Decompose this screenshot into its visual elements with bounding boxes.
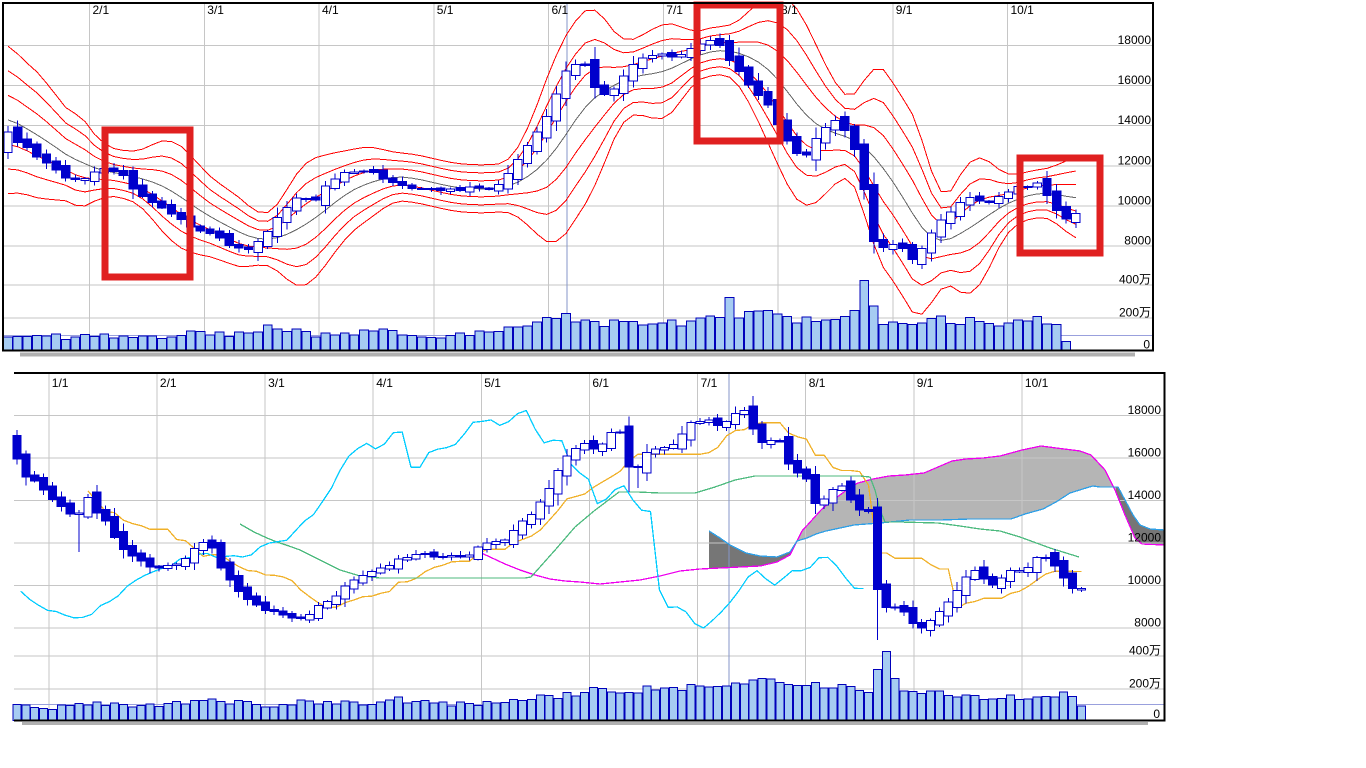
- svg-text:3/1: 3/1: [207, 3, 224, 17]
- svg-text:14000: 14000: [1118, 113, 1152, 127]
- svg-text:7/1: 7/1: [701, 376, 718, 390]
- svg-text:1/1: 1/1: [52, 376, 69, 390]
- svg-text:4/1: 4/1: [322, 3, 339, 17]
- svg-text:2/1: 2/1: [93, 3, 110, 17]
- svg-text:8000: 8000: [1134, 616, 1161, 630]
- svg-text:0: 0: [1153, 707, 1160, 721]
- svg-text:8000: 8000: [1124, 234, 1151, 248]
- svg-text:8/1: 8/1: [809, 376, 826, 390]
- svg-text:10000: 10000: [1128, 573, 1162, 587]
- svg-text:3/1: 3/1: [268, 376, 285, 390]
- svg-text:10/1: 10/1: [1025, 376, 1049, 390]
- svg-text:400万: 400万: [1119, 273, 1151, 287]
- svg-text:7/1: 7/1: [666, 3, 683, 17]
- svg-text:12000: 12000: [1128, 531, 1162, 545]
- svg-text:5/1: 5/1: [484, 376, 501, 390]
- svg-text:4/1: 4/1: [376, 376, 393, 390]
- svg-text:8/1: 8/1: [781, 3, 798, 17]
- svg-text:2/1: 2/1: [160, 376, 177, 390]
- svg-text:200万: 200万: [1119, 305, 1151, 319]
- svg-text:200万: 200万: [1129, 677, 1161, 691]
- svg-text:10000: 10000: [1118, 193, 1152, 207]
- svg-text:6/1: 6/1: [592, 376, 609, 390]
- svg-text:10/1: 10/1: [1011, 3, 1035, 17]
- svg-text:9/1: 9/1: [917, 376, 934, 390]
- svg-text:0: 0: [1143, 338, 1150, 352]
- svg-text:400万: 400万: [1129, 643, 1161, 657]
- svg-text:16000: 16000: [1128, 446, 1162, 460]
- svg-text:12000: 12000: [1118, 153, 1152, 167]
- svg-text:18000: 18000: [1128, 403, 1162, 417]
- svg-text:16000: 16000: [1118, 73, 1152, 87]
- svg-text:6/1: 6/1: [552, 3, 569, 17]
- svg-text:18000: 18000: [1118, 33, 1152, 47]
- svg-text:5/1: 5/1: [437, 3, 454, 17]
- svg-text:14000: 14000: [1128, 488, 1162, 502]
- svg-text:9/1: 9/1: [896, 3, 913, 17]
